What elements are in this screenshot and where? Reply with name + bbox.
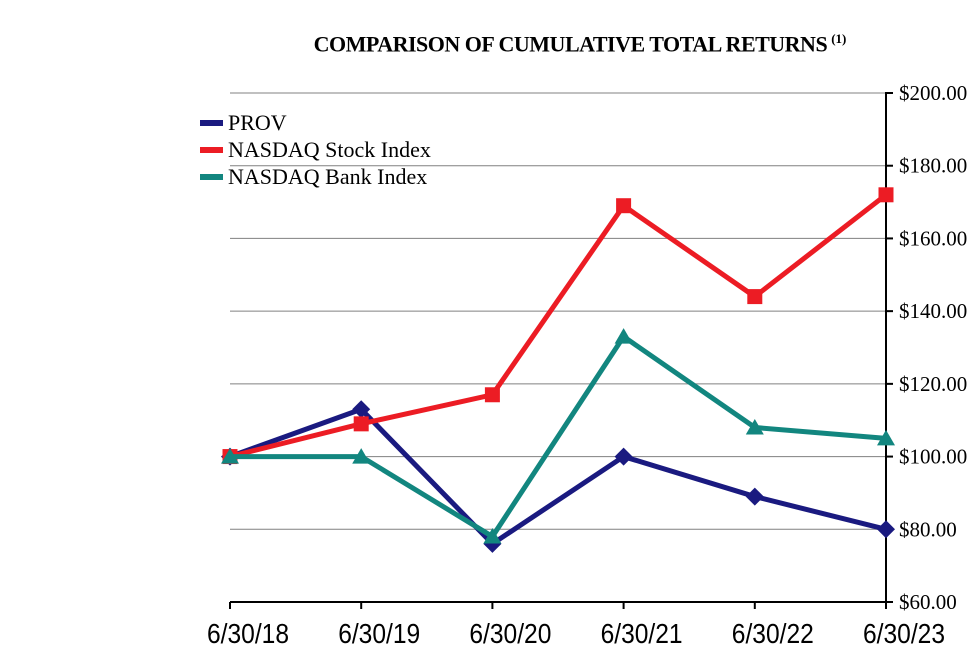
triangle-marker-nasdaq-bank-index xyxy=(483,528,502,544)
x-axis-label: 6/30/19 xyxy=(338,618,420,649)
y-axis-label: $180.00 xyxy=(899,154,967,178)
series-line-nasdaq-bank-index xyxy=(230,333,887,540)
square-marker-nasdaq-stock-index xyxy=(616,198,632,214)
diamond-marker-prov xyxy=(745,487,764,506)
series-prov xyxy=(221,400,895,553)
diamond-marker-prov xyxy=(877,520,895,539)
series-line-prov xyxy=(229,406,887,548)
chart-title-superscript: (1) xyxy=(831,31,847,46)
y-axis-label: $140.00 xyxy=(899,299,967,323)
legend-label-prov: PROV xyxy=(228,110,287,135)
triangle-marker-nasdaq-bank-index xyxy=(745,418,764,435)
series-nasdaq-bank-index xyxy=(221,328,895,544)
x-axis-label: 6/30/21 xyxy=(601,618,683,649)
y-axis-label: $120.00 xyxy=(899,372,967,396)
square-marker-nasdaq-stock-index xyxy=(878,187,894,203)
y-axis-label: $160.00 xyxy=(899,226,967,250)
diamond-marker-prov xyxy=(614,447,633,466)
legend-swatch-nasdaq-bank-index xyxy=(200,174,223,180)
y-axis-label: $100.00 xyxy=(899,445,967,469)
triangle-marker-nasdaq-bank-index xyxy=(352,448,371,464)
square-marker-nasdaq-stock-index xyxy=(747,289,763,305)
square-marker-nasdaq-stock-index xyxy=(353,416,369,432)
triangle-marker-nasdaq-bank-index xyxy=(221,448,239,464)
legend-swatch-nasdaq-stock-index xyxy=(200,147,223,153)
y-axis-label: $60.00 xyxy=(899,590,957,614)
x-axis-label: 6/30/23 xyxy=(863,618,945,649)
legend-label-nasdaq-bank-index: NASDAQ Bank Index xyxy=(228,164,427,189)
legend-swatch-prov xyxy=(200,120,223,126)
x-axis-label: 6/30/20 xyxy=(469,618,551,649)
square-marker-nasdaq-stock-index xyxy=(484,387,500,403)
legend-item-prov: PROV xyxy=(200,110,287,135)
legend-label-nasdaq-stock-index: NASDAQ Stock Index xyxy=(228,137,431,162)
legend-item-nasdaq-bank-index: NASDAQ Bank Index xyxy=(200,164,427,189)
x-axis-label: 6/30/22 xyxy=(732,618,814,649)
y-axis-label: $80.00 xyxy=(899,517,957,541)
legend-item-nasdaq-stock-index: NASDAQ Stock Index xyxy=(200,137,431,162)
series-line-nasdaq-stock-index xyxy=(229,192,888,459)
x-axis-label: 6/30/18 xyxy=(207,618,289,649)
chart-title: COMPARISON OF CUMULATIVE TOTAL RETURNS (1… xyxy=(314,31,847,57)
triangle-marker-nasdaq-bank-index xyxy=(614,328,633,344)
triangle-marker-nasdaq-bank-index xyxy=(877,429,895,446)
y-axis-label: $200.00 xyxy=(899,81,967,105)
chart-title-text: COMPARISON OF CUMULATIVE TOTAL RETURNS xyxy=(313,31,828,57)
diamond-marker-prov xyxy=(352,400,371,419)
